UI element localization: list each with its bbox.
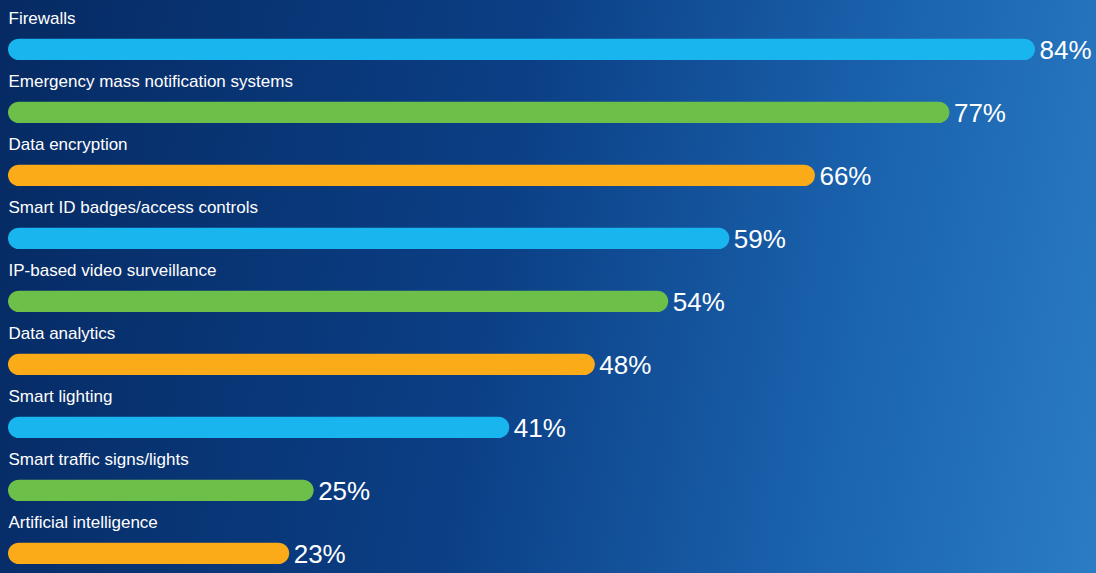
svg-text:54%: 54% (673, 287, 725, 317)
svg-text:66%: 66% (819, 161, 871, 191)
svg-text:Smart ID badges/access control: Smart ID badges/access controls (9, 198, 258, 217)
svg-text:23%: 23% (294, 539, 346, 569)
svg-text:41%: 41% (514, 413, 566, 443)
svg-text:59%: 59% (734, 224, 786, 254)
svg-text:Data analytics: Data analytics (9, 324, 116, 343)
svg-text:Emergency mass notification sy: Emergency mass notification systems (9, 72, 293, 91)
svg-text:77%: 77% (954, 98, 1006, 128)
svg-text:25%: 25% (318, 476, 370, 506)
svg-text:Data encryption: Data encryption (9, 135, 128, 154)
svg-text:Artificial intelligence: Artificial intelligence (9, 513, 158, 532)
svg-text:IP-based video surveillance: IP-based video surveillance (9, 261, 217, 280)
svg-text:84%: 84% (1040, 35, 1092, 65)
svg-text:Firewalls: Firewalls (9, 9, 76, 28)
svg-text:Smart lighting: Smart lighting (9, 387, 113, 406)
svg-text:48%: 48% (599, 350, 651, 380)
svg-text:Smart traffic signs/lights: Smart traffic signs/lights (9, 450, 189, 469)
